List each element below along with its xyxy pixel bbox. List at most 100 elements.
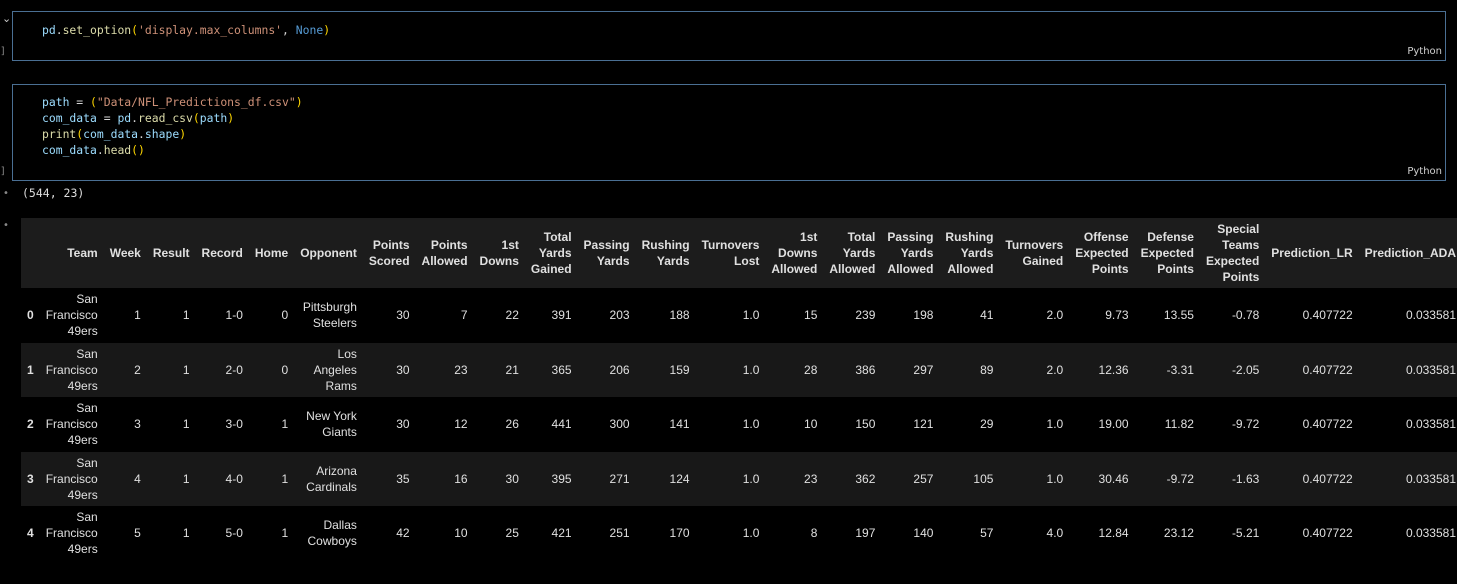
code-token: ,: [282, 23, 296, 37]
table-cell: 5-0: [225, 526, 243, 541]
table-cell: 170: [669, 526, 690, 541]
column-header: Result: [152, 246, 190, 260]
table-cell: 4.0: [1046, 526, 1064, 541]
code-token: read_csv: [138, 111, 193, 125]
table-cell: 13.55: [1163, 308, 1194, 323]
code-editor[interactable]: pd.set_option('display.max_columns', Non…: [13, 12, 1445, 38]
code-token: .: [138, 127, 145, 141]
code-line: pd.set_option('display.max_columns', Non…: [42, 22, 1445, 38]
code-token: .: [96, 143, 104, 157]
code-token: shape: [144, 127, 180, 141]
table-cell: 10: [454, 526, 468, 541]
code-line: com_data.head(): [42, 142, 1445, 158]
table-cell: Pittsburgh Steelers: [302, 300, 357, 331]
table-cell: 1.0: [742, 417, 760, 432]
table-cell: 206: [609, 362, 630, 377]
table-cell: 8: [810, 526, 818, 541]
table-cell: 0.033581: [1405, 362, 1457, 377]
table-cell: 30: [505, 471, 519, 486]
column-header: Rushing Yards: [641, 238, 690, 268]
table-cell: 1.0: [742, 526, 760, 541]
code-token: com_data: [42, 111, 97, 125]
code-line: print(com_data.shape): [42, 126, 1445, 142]
table-cell: 239: [855, 308, 876, 323]
table-row: 2 San Francisco 49ers 3 1 3-0 1 New York Giant…: [21, 397, 1457, 452]
table-cell: 23: [454, 362, 468, 377]
column-header: 1st Downs Allowed: [771, 230, 818, 276]
code-token: print: [42, 127, 77, 141]
table-cell: 0.407722: [1302, 526, 1353, 541]
table-cell: 1: [281, 526, 289, 541]
column-header: Offense Expected Points: [1075, 230, 1129, 276]
code-editor[interactable]: path = ("Data/NFL_Predictions_df.csv") co…: [13, 85, 1445, 158]
table-cell: 140: [913, 526, 934, 541]
code-token: (: [76, 127, 84, 141]
table-cell: 188: [669, 308, 690, 323]
cell-language-label[interactable]: Python: [1407, 166, 1442, 177]
row-index: 2: [27, 417, 34, 432]
table-cell: 16: [454, 471, 468, 486]
table-cell: 362: [855, 471, 876, 486]
table-cell: 15: [804, 308, 818, 323]
code-token: (): [131, 143, 145, 157]
table-cell: 25: [505, 526, 519, 541]
code-token: ): [179, 127, 187, 141]
code-cell-1[interactable]: pd.set_option('display.max_columns', Non…: [12, 11, 1446, 61]
table-cell: 198: [913, 308, 934, 323]
table-cell: 1: [182, 362, 190, 377]
code-cell-2[interactable]: path = ("Data/NFL_Predictions_df.csv") co…: [12, 84, 1446, 181]
column-header: Special Teams Expected Points: [1205, 222, 1260, 284]
table-cell: 21: [505, 362, 519, 377]
cell-language-label[interactable]: Python: [1407, 46, 1442, 57]
column-header: 1st Downs: [479, 238, 519, 268]
table-cell: 1.0: [742, 471, 760, 486]
table-cell: -9.72: [1231, 417, 1260, 432]
column-header: Prediction_LR: [1271, 246, 1353, 260]
column-header: Points Scored: [368, 238, 410, 268]
table-row: 4 San Francisco 49ers 5 1 5-0 1 Dallas Cowboys…: [21, 506, 1457, 561]
table-cell: Arizona Cardinals: [306, 463, 357, 494]
table-cell: 30: [396, 308, 410, 323]
table-cell: San Francisco 49ers: [45, 401, 98, 448]
code-token: com_data: [42, 143, 97, 157]
column-header: Turnovers Gained: [1005, 238, 1064, 268]
table-cell: 441: [551, 417, 572, 432]
table-cell: 30: [396, 362, 410, 377]
table-cell: 0.033581: [1405, 471, 1457, 486]
column-header: Record: [201, 246, 243, 260]
table-cell: 11.82: [1164, 417, 1194, 432]
code-token: .: [55, 23, 63, 37]
code-token: com_data: [83, 127, 139, 141]
code-token: "Data/NFL_Predictions_df.csv": [96, 95, 296, 109]
code-token: (: [90, 95, 97, 109]
table-row: 1 San Francisco 49ers 2 1 2-0 0 Los Angeles Ra…: [21, 342, 1457, 397]
table-cell: 42: [396, 526, 410, 541]
table-cell: 4: [134, 471, 141, 486]
table-cell: 141: [669, 417, 690, 432]
code-token: ): [295, 95, 303, 109]
table-cell: 28: [804, 362, 818, 377]
table-cell: 121: [913, 417, 934, 432]
table-cell: San Francisco 49ers: [45, 455, 98, 502]
table-cell: 12.36: [1098, 362, 1129, 377]
table-cell: 22: [505, 308, 519, 323]
code-token: ): [323, 23, 331, 37]
table-cell: 300: [609, 417, 630, 432]
table-cell: 2.0: [1046, 308, 1064, 323]
collapse-chevron-icon[interactable]: ⌄: [2, 12, 12, 25]
output-gutter-dot: •: [3, 188, 9, 199]
table-cell: 7: [460, 308, 468, 323]
table-cell: 30: [396, 417, 410, 432]
table-row: 3 San Francisco 49ers 4 1 4-0 1 Arizona Cardin…: [21, 451, 1457, 506]
table-cell: 0.407722: [1302, 417, 1353, 432]
table-row: 0 San Francisco 49ers 1 1 1-0 0 Pittsburgh Ste…: [21, 288, 1457, 343]
code-token: pd: [117, 111, 132, 125]
table-cell: 0.407722: [1302, 308, 1353, 323]
table-cell: 26: [505, 417, 519, 432]
column-header: Week: [109, 246, 141, 260]
table-cell: 197: [855, 526, 876, 541]
column-header: Total Yards Allowed: [829, 230, 876, 276]
table-cell: 1: [281, 417, 289, 432]
column-header: Total Yards Gained: [530, 230, 572, 276]
table-cell: 9.73: [1105, 308, 1129, 323]
